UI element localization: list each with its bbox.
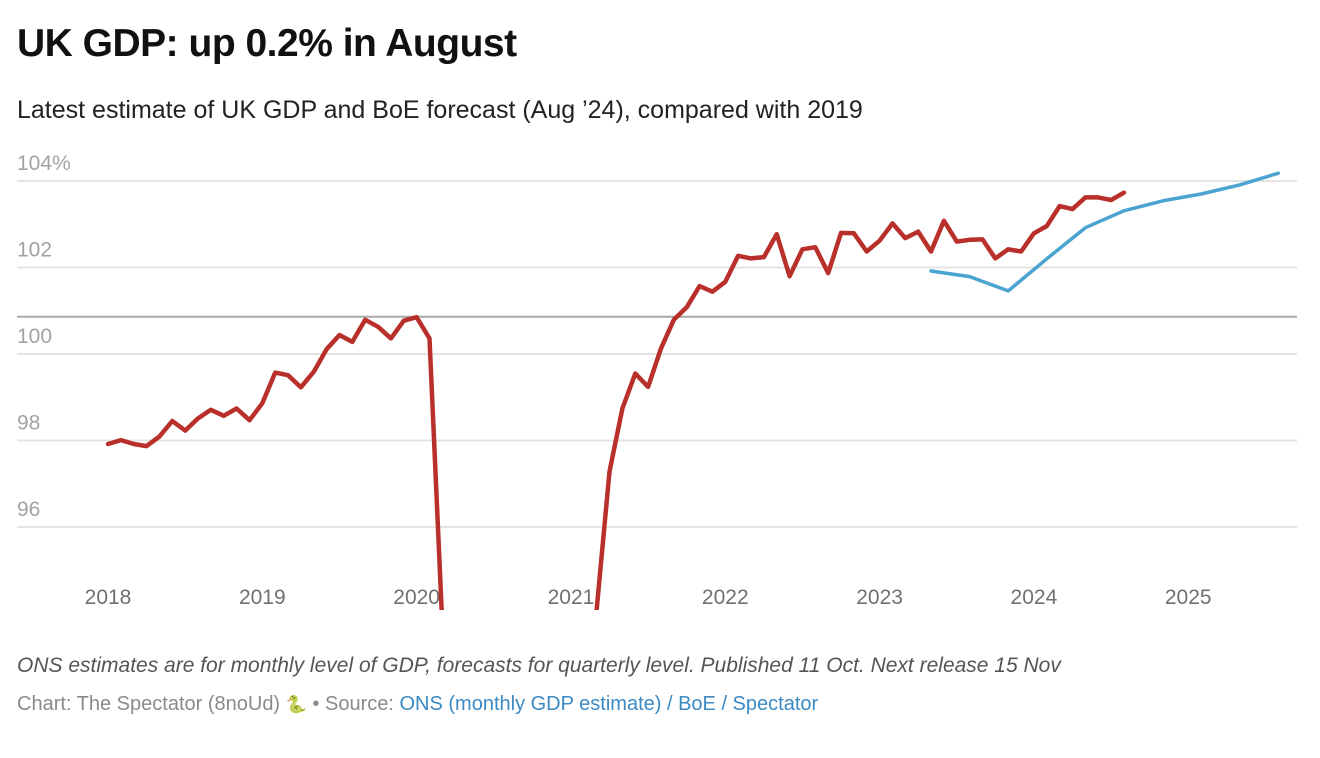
y-tick-label: 96: [17, 498, 40, 521]
chart-subtitle: Latest estimate of UK GDP and BoE foreca…: [17, 96, 863, 124]
gdp-series-line: [105, 190, 1127, 610]
y-axis-ticks: 96 98 100 102 104%: [17, 152, 71, 521]
y-tick-label: 102: [17, 239, 52, 262]
x-tick-label: 2018: [85, 586, 132, 609]
x-tick-label: 2022: [702, 586, 749, 609]
x-tick-label: 2019: [239, 586, 286, 609]
x-tick-label: 2025: [1165, 586, 1212, 609]
x-tick-label: 2021: [548, 586, 595, 609]
source-label: Source:: [324, 693, 394, 715]
snake-icon: 🐍: [285, 695, 307, 714]
series-layer: [105, 171, 1281, 610]
y-tick-label: 98: [17, 412, 40, 435]
chart-title: UK GDP: up 0.2% in August: [17, 22, 517, 65]
chart-note: ONS estimates are for monthly level of G…: [17, 654, 1061, 677]
y-tick-label: 100: [17, 325, 52, 348]
credit-text: Chart: The Spectator (8noUd): [17, 693, 281, 715]
x-tick-label: 2023: [856, 586, 903, 609]
x-tick-label: 2020: [393, 586, 440, 609]
credit-separator: •: [312, 693, 320, 715]
x-tick-label: 2024: [1011, 586, 1058, 609]
forecast-series-line: [929, 171, 1281, 293]
x-axis-ticks: 2018 2019 2020 2021 2022 2023 2024 2025: [85, 586, 1212, 609]
source-link[interactable]: ONS (monthly GDP estimate) / BoE / Spect…: [399, 693, 819, 715]
chart-credit: Chart: The Spectator (8noUd) 🐍 • Source:…: [17, 693, 818, 716]
y-tick-label: 104%: [17, 152, 71, 175]
